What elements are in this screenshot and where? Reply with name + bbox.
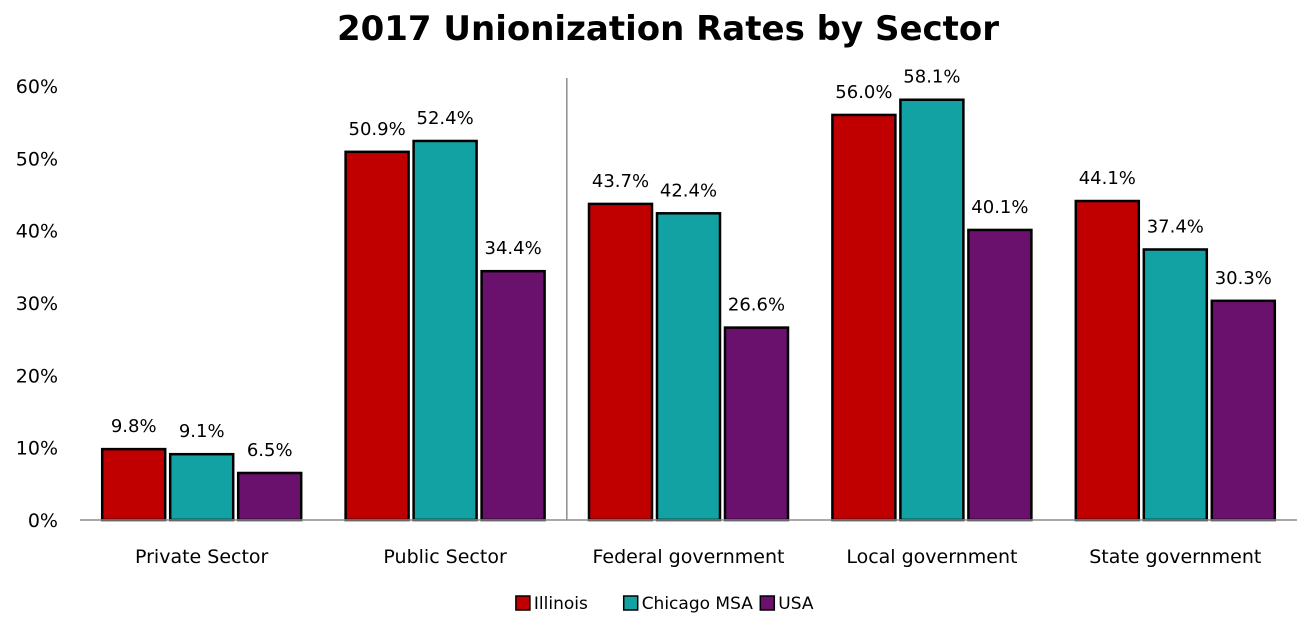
data-label: 44.1% (1079, 168, 1136, 189)
category-label: Private Sector (135, 546, 269, 568)
bar (655, 212, 722, 522)
bar (236, 471, 303, 522)
bar (1210, 299, 1277, 522)
legend-label: USA (778, 594, 814, 614)
legend-swatch (622, 595, 639, 611)
bar (967, 228, 1033, 522)
legend-swatch (515, 595, 531, 611)
legend-label: Illinois (534, 594, 588, 614)
category-label: Public Sector (383, 546, 507, 568)
y-tick-label: 30% (16, 293, 58, 315)
data-label: 34.4% (485, 238, 542, 259)
data-label: 50.9% (349, 119, 406, 140)
data-label: 30.3% (1215, 268, 1272, 289)
x-axis (80, 78, 1297, 521)
bar (412, 139, 478, 522)
data-label: 26.6% (728, 295, 785, 316)
bar-series-group (100, 98, 1277, 522)
bar (168, 452, 235, 522)
category-labels-group: Private Sector Public Sector Federal gover… (135, 546, 1261, 568)
data-label: 56.0% (835, 82, 892, 103)
bar (1142, 248, 1209, 522)
y-axis-ticks: 0% 10% 20% 30% 40% 50% 60% (16, 76, 58, 532)
y-tick-label: 60% (16, 76, 58, 98)
category-label: Federal government (593, 546, 785, 568)
y-tick-label: 50% (16, 148, 58, 170)
bar (480, 269, 546, 522)
y-tick-label: 40% (16, 221, 58, 243)
bar (344, 150, 410, 522)
bar (723, 326, 790, 522)
data-label: 43.7% (592, 171, 649, 192)
legend: Illinois Chicago MSA USA (515, 594, 814, 614)
category-label: Local government (846, 546, 1017, 568)
data-label: 42.4% (660, 180, 717, 201)
bar (100, 447, 167, 522)
bar (1074, 199, 1141, 522)
bar (587, 202, 654, 522)
data-label: 9.1% (179, 421, 225, 442)
data-labels-group: 9.8% 9.1% 6.5% 50.9% 52.4% 34.4% 43.7% 42.4% 26.… (111, 67, 1272, 461)
legend-swatch (759, 595, 776, 611)
y-tick-label: 0% (28, 510, 58, 532)
legend-label: Chicago MSA (642, 594, 754, 614)
data-label: 58.1% (903, 67, 960, 88)
data-label: 6.5% (247, 440, 293, 461)
bar (831, 113, 897, 522)
category-label: State government (1089, 546, 1261, 568)
bar (899, 98, 965, 522)
chart-title: 2017 Unionization Rates by Sector (337, 9, 999, 49)
data-label: 37.4% (1147, 216, 1204, 237)
y-tick-label: 10% (16, 438, 58, 460)
data-label: 9.8% (111, 416, 157, 437)
y-tick-label: 20% (16, 365, 58, 387)
data-label: 40.1% (971, 197, 1028, 218)
data-label: 52.4% (417, 108, 474, 129)
